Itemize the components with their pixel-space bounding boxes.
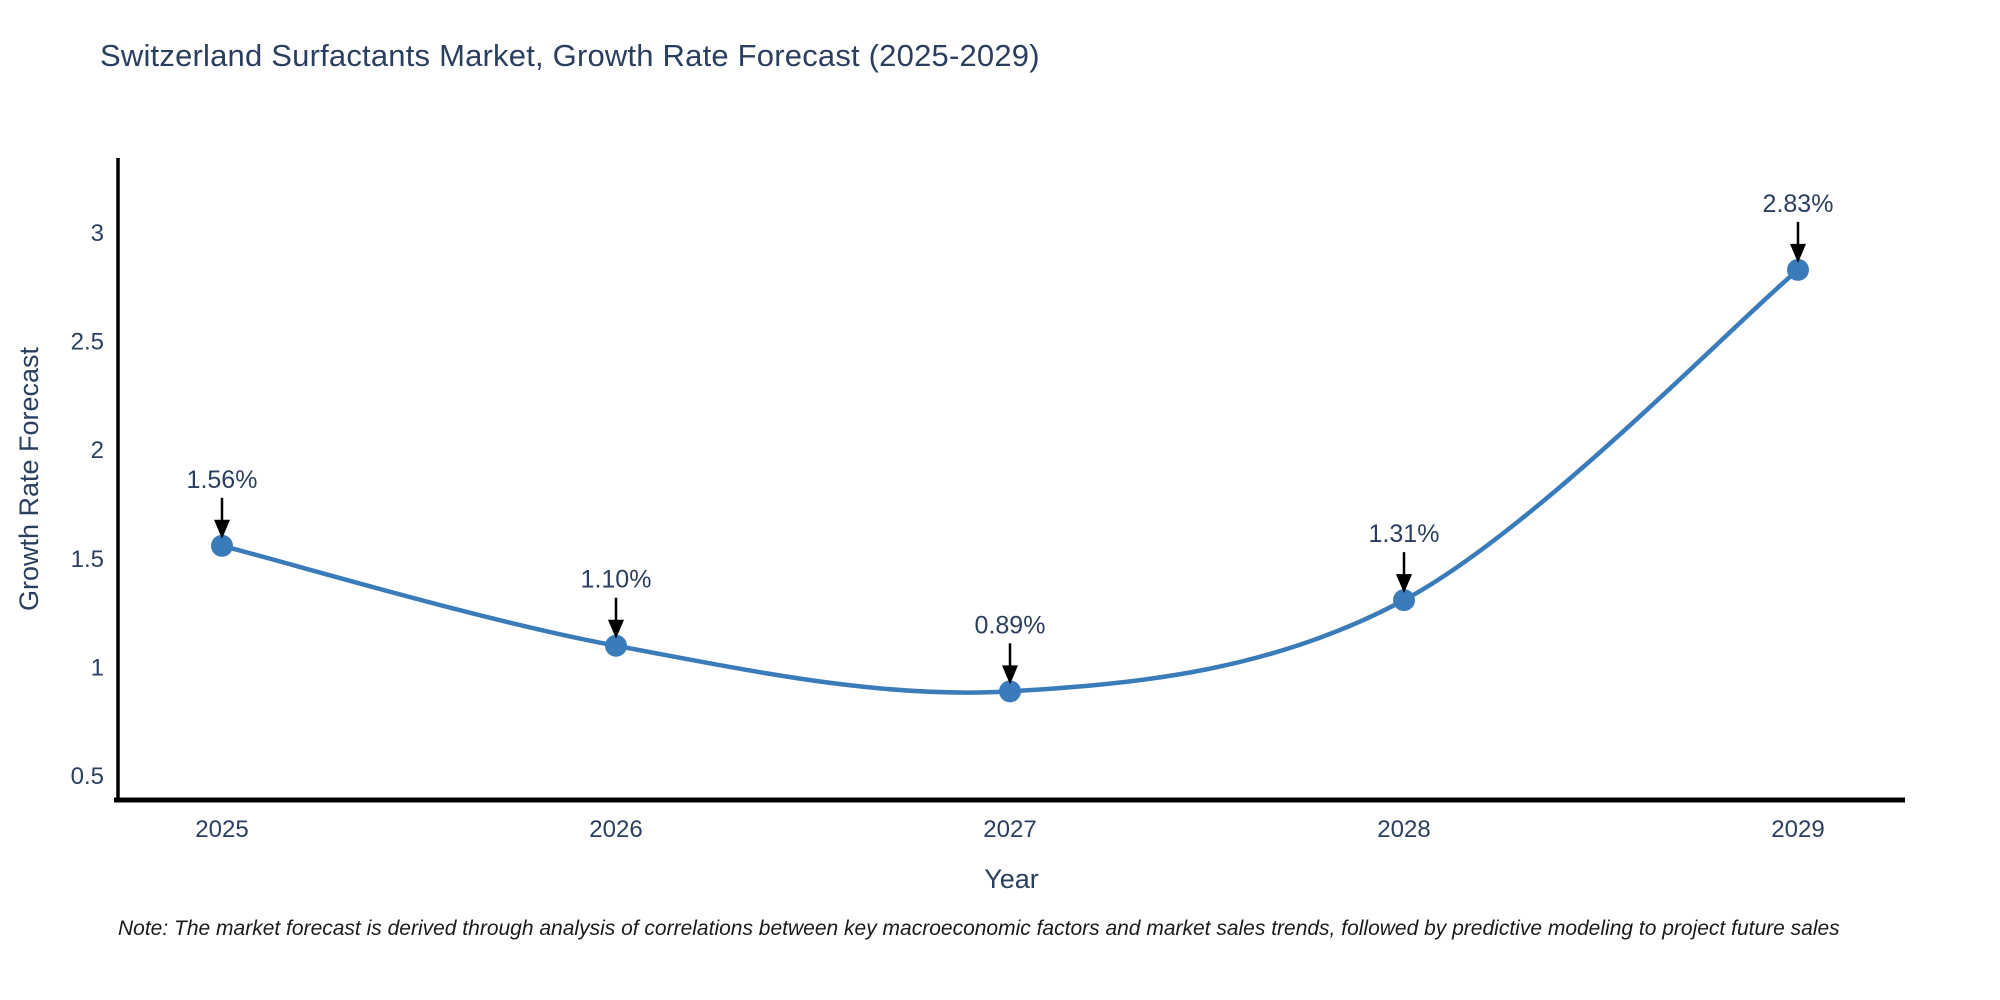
x-axis-title: Year	[984, 864, 1039, 894]
annotation-arrowhead-icon	[608, 619, 624, 639]
annotation-arrowhead-icon	[1396, 574, 1412, 594]
y-axis-title: Growth Rate Forecast	[14, 346, 44, 611]
x-tick-label-2026: 2026	[589, 816, 642, 843]
annotation-arrowhead-icon	[1790, 243, 1806, 263]
footnote: Note: The market forecast is derived thr…	[118, 917, 1840, 940]
data-label-2025: 1.56%	[187, 466, 258, 494]
y-tick-label-2: 2	[91, 437, 104, 464]
data-label-2028: 1.31%	[1369, 520, 1440, 548]
data-point-2025[interactable]	[211, 534, 233, 557]
data-point-2029[interactable]	[1787, 258, 1809, 281]
data-label-2026: 1.10%	[581, 566, 652, 594]
annotation-arrowhead-icon	[1002, 665, 1018, 685]
data-point-2028[interactable]	[1393, 589, 1415, 612]
y-tick-label-1: 1	[91, 654, 104, 681]
data-point-2026[interactable]	[605, 634, 627, 657]
y-tick-label-3: 3	[91, 220, 104, 247]
x-tick-label-2025: 2025	[195, 816, 248, 843]
y-tick-label-1.5: 1.5	[71, 546, 104, 573]
y-tick-label-0.5: 0.5	[71, 763, 104, 790]
y-tick-label-2.5: 2.5	[71, 329, 104, 356]
chart-title: Switzerland Surfactants Market, Growth R…	[100, 38, 1040, 73]
data-point-2027[interactable]	[999, 680, 1021, 703]
x-tick-label-2027: 2027	[983, 816, 1036, 843]
data-label-2029: 2.83%	[1763, 190, 1834, 218]
x-tick-label-2028: 2028	[1377, 816, 1430, 843]
annotation-arrowhead-icon	[214, 519, 230, 539]
data-label-2027: 0.89%	[975, 611, 1046, 639]
x-tick-label-2029: 2029	[1771, 816, 1824, 843]
